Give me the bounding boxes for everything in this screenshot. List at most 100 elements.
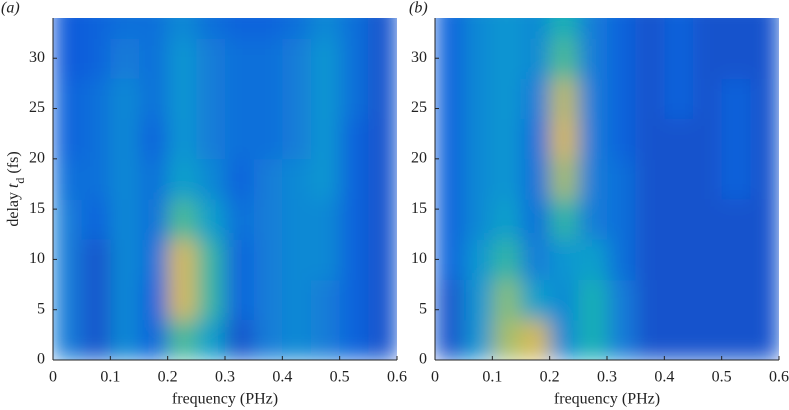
heat-cell <box>196 118 226 160</box>
heat-cell <box>721 199 751 240</box>
heat-cell <box>492 199 522 240</box>
heat-cell <box>578 18 608 39</box>
heat-cell <box>721 18 751 39</box>
heat-cell <box>53 319 83 360</box>
heat-cell <box>693 118 723 160</box>
x-tick-label: 0 <box>49 369 57 386</box>
heat-cell <box>368 78 397 120</box>
heat-cell <box>53 199 83 240</box>
heat-cell <box>492 38 522 79</box>
heat-cell <box>282 158 312 200</box>
heat-cell <box>53 18 83 39</box>
heat-cell <box>167 319 197 360</box>
heat-cell <box>167 18 197 39</box>
heat-cell <box>607 239 637 281</box>
heat-cell <box>311 38 341 79</box>
heat-cell <box>167 199 197 240</box>
heat-cell <box>339 38 369 79</box>
heat-cell <box>607 38 637 79</box>
heat-cell <box>549 78 579 120</box>
heat-cell <box>435 18 465 39</box>
heat-cell <box>693 319 723 360</box>
heat-cell <box>435 38 465 79</box>
plot-area <box>53 18 397 360</box>
y-tick-label: 5 <box>419 300 427 317</box>
heat-cell <box>750 319 779 360</box>
y-tick-label: 30 <box>29 49 45 66</box>
heat-cell <box>721 319 751 360</box>
x-tick-label: 0.4 <box>654 369 674 386</box>
heat-cell <box>225 78 255 120</box>
heat-cell <box>492 118 522 160</box>
heat-cell <box>253 158 283 200</box>
heat-cell <box>750 239 779 281</box>
y-tick-label: 25 <box>411 99 427 116</box>
heat-cell <box>139 199 169 240</box>
heat-cell <box>635 78 665 120</box>
heat-cell <box>225 319 255 360</box>
heat-cell <box>521 158 551 200</box>
x-tick-label: 0.6 <box>387 369 407 386</box>
panel-label: (b) <box>409 0 428 17</box>
heat-cell <box>693 199 723 240</box>
heat-cell <box>435 279 465 321</box>
heat-cell <box>311 279 341 321</box>
heat-cell <box>282 239 312 281</box>
panel-label: (a) <box>1 0 20 17</box>
heat-cell <box>225 38 255 79</box>
y-tick-label: 20 <box>29 149 45 166</box>
heat-cell <box>521 199 551 240</box>
heat-cell <box>196 319 226 360</box>
heat-cell <box>750 118 779 160</box>
heat-cell <box>253 279 283 321</box>
heat-cell <box>750 279 779 321</box>
heat-cell <box>282 279 312 321</box>
heat-cell <box>311 158 341 200</box>
heatmap <box>435 18 779 360</box>
heat-cell <box>339 18 369 39</box>
x-tick-label: 0.1 <box>100 369 120 386</box>
heat-cell <box>339 199 369 240</box>
x-tick-label: 0.4 <box>272 369 292 386</box>
x-axis-label: frequency (PHz) <box>554 391 660 408</box>
heat-cell <box>110 279 140 321</box>
x-tick-label: 0.1 <box>482 369 502 386</box>
heat-cell <box>435 319 465 360</box>
heat-cell <box>196 38 226 79</box>
heat-cell <box>53 239 83 281</box>
y-tick-label: 5 <box>37 300 45 317</box>
heat-cell <box>721 239 751 281</box>
heat-cell <box>196 18 226 39</box>
heat-cell <box>750 158 779 200</box>
heat-cell <box>139 279 169 321</box>
heat-cell <box>167 158 197 200</box>
heat-cell <box>368 18 397 39</box>
heat-cell <box>253 199 283 240</box>
heat-cell <box>225 118 255 160</box>
heat-cell <box>311 239 341 281</box>
heat-cell <box>81 18 111 39</box>
x-tick-label: 0.5 <box>712 369 732 386</box>
heat-cell <box>339 158 369 200</box>
heat-cell <box>435 199 465 240</box>
heat-cell <box>110 18 140 39</box>
heat-cell <box>549 199 579 240</box>
heat-cell <box>282 199 312 240</box>
heat-cell <box>435 118 465 160</box>
heat-cell <box>253 38 283 79</box>
heat-cell <box>139 319 169 360</box>
heat-cell <box>463 279 493 321</box>
heat-cell <box>664 18 694 39</box>
heat-cell <box>549 38 579 79</box>
y-label-part: d <box>13 178 27 184</box>
y-tick-label: 10 <box>29 250 45 267</box>
x-tick-label: 0.5 <box>330 369 350 386</box>
heat-cell <box>492 18 522 39</box>
heat-cell <box>578 279 608 321</box>
heat-cell <box>607 158 637 200</box>
heat-cell <box>53 158 83 200</box>
heat-cell <box>139 118 169 160</box>
heat-cell <box>721 38 751 79</box>
heat-cell <box>368 279 397 321</box>
x-tick-label: 0 <box>431 369 439 386</box>
